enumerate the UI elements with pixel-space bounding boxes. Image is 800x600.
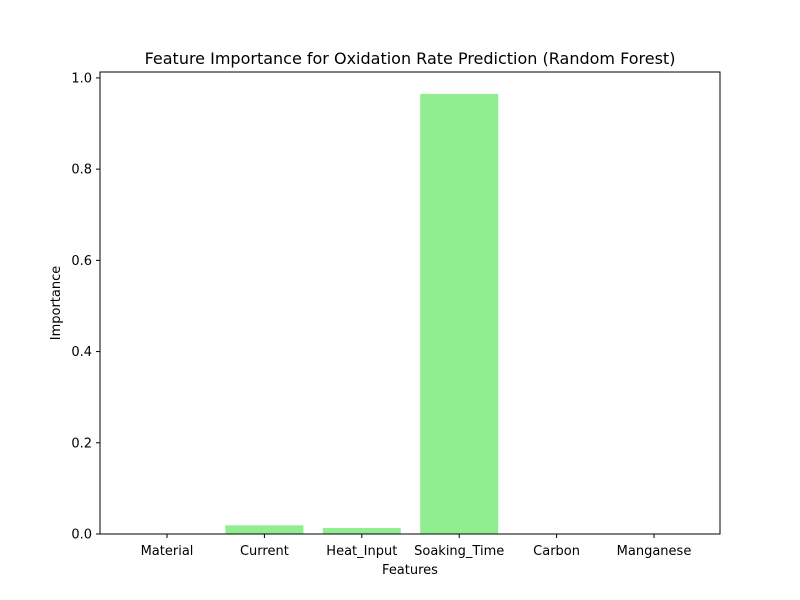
y-tick-label: 0.8	[71, 163, 92, 178]
x-tick-label: Current	[240, 544, 289, 559]
y-tick-label: 0.0	[71, 528, 92, 543]
y-axis: 0.0 0.2 0.4 0.6 0.8 1.0	[71, 71, 100, 543]
y-tick-label: 0.6	[71, 254, 92, 269]
x-tick-label: Material	[141, 544, 194, 559]
x-tick-label: Carbon	[533, 544, 580, 559]
bars-layer	[225, 93, 499, 534]
x-axis-label: Features	[382, 563, 438, 578]
y-tick-label: 0.4	[71, 345, 92, 360]
x-tick-label: Heat_Input	[326, 544, 397, 559]
x-tick-label: Manganese	[617, 544, 692, 559]
y-axis-label: Importance	[49, 266, 64, 341]
bar-heat-input	[322, 528, 401, 534]
chart-title: Feature Importance for Oxidation Rate Pr…	[145, 49, 676, 68]
bar-current	[225, 525, 304, 534]
plot-frame	[99, 71, 721, 535]
y-tick-label: 1.0	[71, 71, 92, 86]
x-axis: Material Current Heat_Input Soaking_Time Car…	[141, 534, 692, 559]
x-tick-label: Soaking_Time	[414, 544, 504, 559]
bar-soaking-time	[420, 93, 499, 534]
y-tick-label: 0.2	[71, 436, 92, 451]
